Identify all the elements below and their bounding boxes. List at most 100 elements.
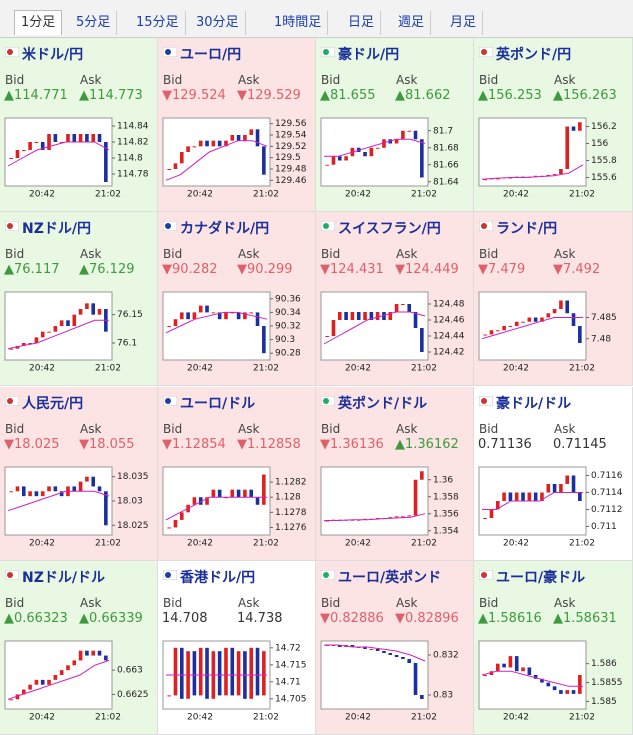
rate-panel[interactable]: カナダドル/円 Bid Ask ▼90.282 ▼90.299 90.28 90.3 90.3… — [158, 212, 316, 386]
candle — [28, 142, 32, 150]
tab[interactable]: 15分足 — [130, 11, 186, 35]
ask-number: 0.71145 — [553, 437, 607, 452]
bid-arrow: ▲ — [478, 611, 488, 626]
ask-value: ▲0.66339 — [79, 611, 143, 626]
rate-panel[interactable]: 英ポンド/ドル Bid Ask ▼1.36136 ▲1.36162 1.354 1.356 1… — [316, 387, 474, 561]
candle — [9, 158, 13, 159]
flag-mark — [7, 223, 13, 229]
candle — [85, 303, 89, 309]
rate-panel[interactable]: ユーロ/ドル Bid Ask ▼1.12854 ▼1.12858 1.1276 1.1278… — [158, 387, 316, 561]
bid-arrow: ▲ — [4, 262, 14, 277]
candle — [224, 497, 228, 499]
rate-panel[interactable]: ユーロ/英ポンド Bid Ask ▼0.82886 ▼0.82896 0.83 0.832 2… — [316, 561, 474, 735]
ask-value: ▲1.58631 — [553, 611, 617, 626]
candle — [325, 336, 329, 337]
candle — [66, 665, 70, 671]
pair-title[interactable]: スイスフラン/円 — [338, 221, 441, 237]
bid-value: ▼18.025 — [4, 437, 60, 452]
pair-title[interactable]: NZドル/ドル — [22, 570, 105, 586]
mini-chart: 90.28 90.3 90.32 90.34 90.36 20:42 21:02 — [162, 291, 301, 374]
ask-label: Ask — [396, 73, 418, 87]
pair-title[interactable]: カナダドル/円 — [180, 221, 270, 237]
ask-label: Ask — [80, 247, 102, 261]
pair-title[interactable]: 香港ドル/円 — [180, 570, 256, 586]
candle — [527, 667, 532, 675]
y-tick-label: 0.83 — [433, 691, 453, 701]
pair-title[interactable]: 英ポンド/ドル — [338, 396, 428, 412]
flag-icon — [5, 221, 19, 231]
candle — [552, 174, 557, 176]
bid-number: 7.479 — [488, 262, 526, 277]
candle — [413, 663, 418, 695]
candle — [167, 527, 171, 529]
pair-title[interactable]: 豪ドル/ドル — [496, 396, 572, 412]
ask-number: 1.12858 — [247, 437, 301, 452]
rate-panel[interactable]: 英ポンド/円 Bid Ask ▲156.253 ▲156.263 155.6 155.8 15… — [474, 38, 633, 212]
pair-title[interactable]: ユーロ/円 — [180, 47, 242, 63]
candle — [394, 304, 399, 312]
ask-arrow: ▲ — [553, 611, 563, 626]
tab[interactable]: 30分足 — [190, 11, 246, 35]
moving-average — [165, 496, 267, 521]
pair-title[interactable]: ユーロ/豪ドル — [496, 570, 586, 586]
flag-icon — [321, 47, 335, 57]
y-tick-label: 124.42 — [433, 348, 465, 358]
candle — [495, 501, 500, 510]
rate-panel[interactable]: ランド/円 Bid Ask ▼7.479 ▼7.492 7.48 7.485 20:42 21:… — [474, 212, 633, 386]
candle — [483, 179, 487, 181]
pair-title[interactable]: 豪ドル/円 — [338, 47, 400, 63]
pair-title[interactable]: NZドル/円 — [22, 221, 91, 237]
ask-arrow: ▼ — [553, 262, 563, 277]
x-tick-label: 20:42 — [29, 364, 55, 374]
x-tick-label: 20:42 — [503, 364, 529, 374]
tab[interactable]: 1分足 — [14, 10, 63, 35]
rate-panel[interactable]: NZドル/ドル Bid Ask ▲0.66323 ▲0.66339 0.6625 0.663… — [0, 561, 158, 735]
pair-title[interactable]: ユーロ/ドル — [180, 396, 256, 412]
y-tick-label: 0.7116 — [591, 471, 623, 481]
tab[interactable]: 月足 — [444, 11, 484, 35]
candle — [205, 140, 209, 147]
candle — [192, 312, 197, 320]
y-tick-label: 7.485 — [591, 313, 617, 323]
rate-panel[interactable]: ユーロ/豪ドル Bid Ask ▲1.58616 ▲1.58631 1.585 1.5855… — [474, 561, 633, 735]
chart-frame — [4, 117, 113, 187]
rate-panel[interactable]: 香港ドル/円 Bid Ask 14.708 14.738 14.705 14.71 14.71… — [158, 561, 316, 735]
rate-panel[interactable]: 人民元/円 Bid Ask ▼18.025 ▼18.055 18.025 18.03 18.0… — [0, 387, 158, 561]
rate-panel[interactable]: スイスフラン/円 Bid Ask ▼124.431 ▼124.449 124.42 124.… — [316, 212, 474, 386]
candle — [34, 337, 39, 343]
ask-label: Ask — [238, 73, 260, 87]
ask-number: 0.82896 — [405, 611, 459, 626]
rate-panel[interactable]: NZドル/円 Bid Ask ▲76.117 ▲76.129 76.1 76.15 20:42… — [0, 212, 158, 386]
x-tick-label: 21:02 — [411, 539, 437, 549]
bid-number: 90.282 — [172, 262, 218, 277]
pair-title[interactable]: ユーロ/英ポンド — [338, 570, 442, 586]
tab[interactable]: 週足 — [392, 11, 432, 35]
x-tick-label: 21:02 — [253, 190, 279, 200]
tab[interactable]: 5分足 — [70, 11, 118, 35]
tab[interactable]: 1時間足 — [268, 11, 329, 35]
bid-arrow: ▼ — [162, 88, 172, 103]
rate-panel[interactable]: 豪ドル/ドル Bid Ask 0.71136 0.71145 0.711 0.7112 0.7… — [474, 387, 633, 561]
candle — [224, 647, 228, 696]
bid-label: Bid — [321, 596, 341, 610]
candle — [514, 492, 519, 501]
bid-value: ▲156.253 — [478, 88, 542, 103]
pair-title[interactable]: 人民元/円 — [22, 396, 84, 412]
moving-average — [482, 492, 583, 510]
rate-panel[interactable]: ユーロ/円 Bid Ask ▼129.524 ▼129.529 129.46 129.48 1… — [158, 38, 316, 212]
candle — [394, 139, 399, 144]
candle — [508, 326, 513, 327]
tab[interactable]: 日足 — [342, 11, 382, 35]
candle — [236, 135, 241, 141]
rate-panel[interactable]: 豪ドル/円 Bid Ask ▲81.655 ▲81.662 81.64 81.66 81.68… — [316, 38, 474, 212]
pair-title[interactable]: 米ドル/円 — [22, 47, 84, 63]
candle — [104, 491, 108, 526]
pair-title[interactable]: ランド/円 — [496, 221, 558, 237]
ask-number: 124.449 — [405, 262, 459, 277]
candle — [413, 479, 418, 516]
pair-title[interactable]: 英ポンド/円 — [496, 47, 572, 63]
candle — [540, 678, 544, 683]
rate-panel[interactable]: 米ドル/円 Bid Ask ▲114.771 ▲114.773 114.78 114.8 11… — [0, 38, 158, 212]
candle — [192, 497, 197, 505]
y-tick-label: 1.354 — [433, 526, 459, 536]
